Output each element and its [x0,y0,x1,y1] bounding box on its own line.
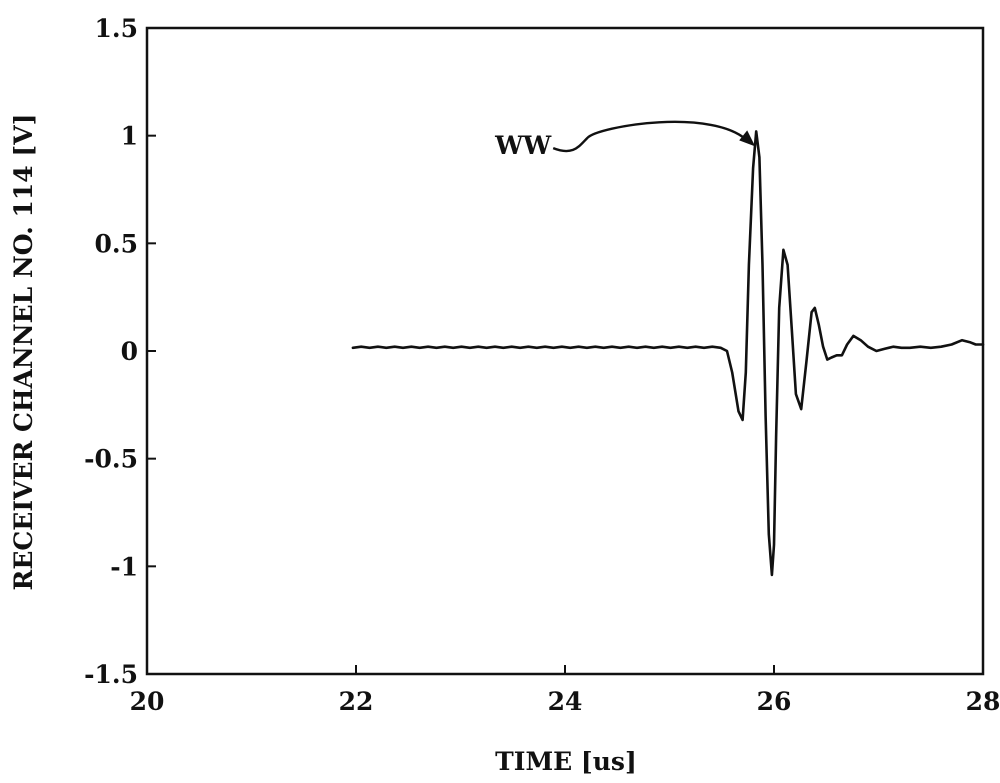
y-tick-label: -0.5 [84,445,138,474]
x-tick-label: 24 [548,687,583,716]
annotation-label: WW [494,131,552,160]
plot-frame [147,28,983,674]
x-tick-label: 22 [339,687,374,716]
y-tick-label: 1 [121,122,138,151]
x-tick-label: 28 [966,687,1000,716]
y-tick-label: -1.5 [84,660,138,689]
y-axis-label: RECEIVER CHANNEL NO. 114 [V] [9,114,38,591]
x-tick-label: 26 [757,687,792,716]
annotation-arrow [553,122,749,151]
series-line-1 [353,131,983,575]
x-axis-label: TIME [us] [495,747,637,776]
y-tick-label: 1.5 [95,14,139,43]
x-tick-label: 20 [130,687,165,716]
y-tick-label: 0 [121,337,138,366]
y-tick-label: 0.5 [95,229,139,258]
annotation-arrowhead [739,130,755,146]
y-tick-label: -1 [110,552,138,581]
